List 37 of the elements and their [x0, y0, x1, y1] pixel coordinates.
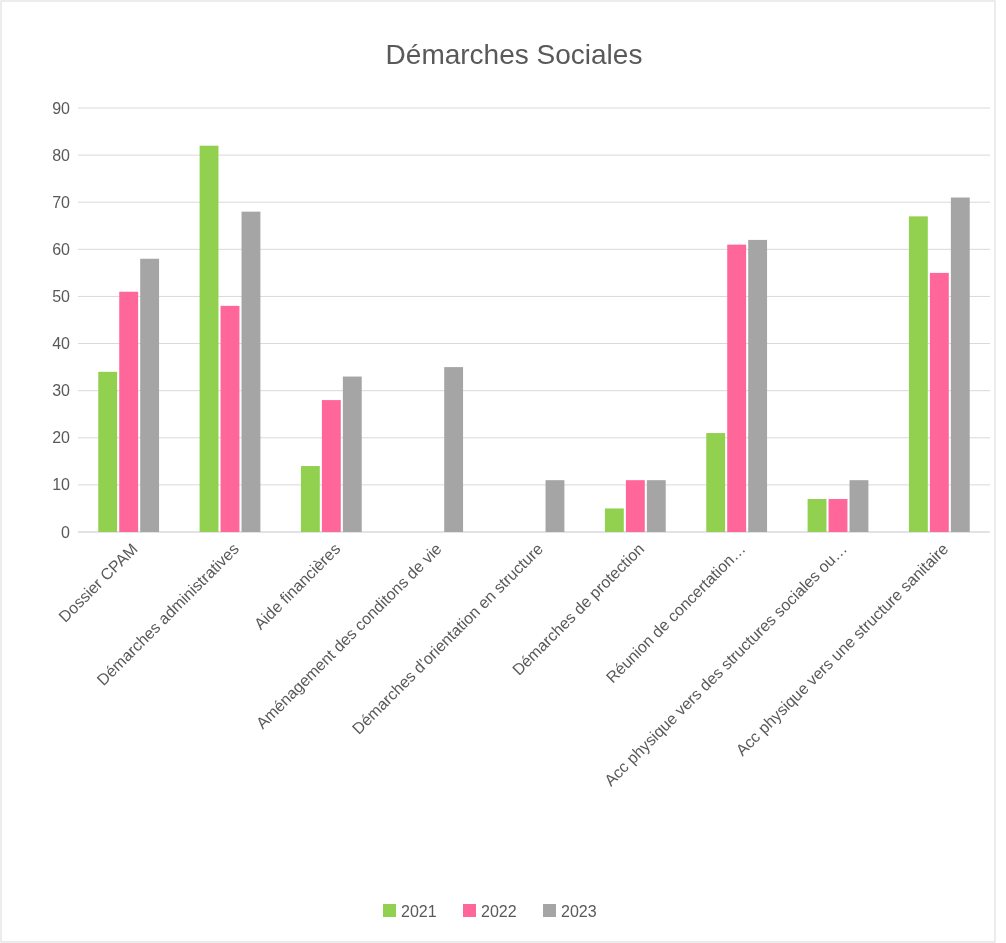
bar — [300, 466, 320, 532]
bar — [342, 376, 362, 532]
bar — [646, 480, 666, 532]
legend-label: 2021 — [401, 902, 437, 920]
bar — [828, 499, 848, 532]
legend-label: 2022 — [481, 902, 517, 920]
bar — [98, 371, 118, 532]
bar — [444, 367, 464, 532]
y-tick-label: 30 — [52, 382, 71, 400]
bar — [220, 305, 240, 532]
bar — [545, 480, 565, 532]
bar — [748, 239, 768, 532]
bar — [908, 216, 928, 532]
y-tick-label: 20 — [52, 429, 71, 447]
y-tick-label: 60 — [52, 240, 71, 258]
bar — [199, 145, 219, 532]
bar — [625, 480, 645, 532]
y-tick-label: 80 — [52, 146, 71, 164]
y-tick-label: 10 — [52, 476, 71, 494]
bar — [807, 499, 827, 532]
bar — [929, 272, 949, 532]
y-tick-label: 70 — [52, 193, 71, 211]
bar — [950, 197, 970, 532]
bar — [119, 291, 139, 532]
bar — [727, 244, 747, 532]
bar — [706, 433, 726, 532]
bar — [604, 508, 624, 532]
bar — [140, 258, 160, 532]
legend-label: 2023 — [561, 902, 597, 920]
chart-title: Démarches Sociales — [385, 39, 643, 70]
bar — [849, 480, 869, 532]
bar — [321, 400, 341, 532]
y-tick-label: 90 — [52, 99, 71, 117]
bar — [241, 211, 261, 532]
y-tick-label: 50 — [52, 288, 71, 306]
y-tick-label: 40 — [52, 335, 71, 353]
y-tick-label: 0 — [61, 523, 71, 541]
